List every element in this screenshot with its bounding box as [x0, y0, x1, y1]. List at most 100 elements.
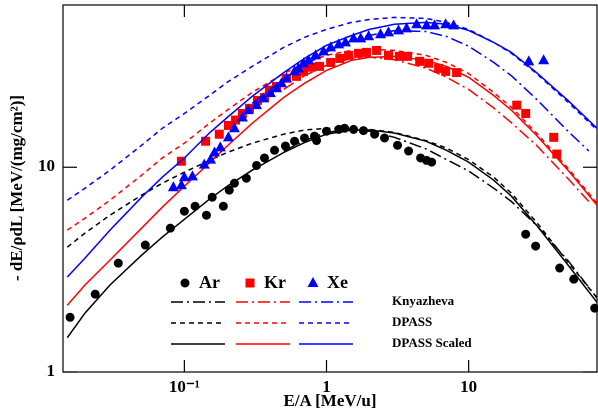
data-point — [270, 145, 280, 155]
data-point — [299, 133, 309, 143]
data-point — [175, 179, 187, 190]
data-point — [259, 153, 269, 163]
data-point — [190, 201, 200, 211]
data-point — [236, 111, 248, 122]
data-point — [302, 54, 314, 65]
data-point — [521, 229, 531, 239]
legend-model-label: Knyazheva — [392, 293, 455, 308]
data-point — [280, 141, 290, 151]
data-point — [186, 170, 198, 181]
data-point — [372, 45, 382, 55]
y-axis-label: - dE/ρdL [MeV/(mg/cm²)] — [7, 95, 26, 281]
data-point — [198, 158, 210, 169]
legend-marker — [180, 278, 190, 288]
data-point — [523, 55, 535, 66]
data-point — [241, 173, 251, 183]
data-point — [90, 289, 100, 299]
data-point — [354, 48, 364, 58]
data-point — [298, 57, 310, 68]
x-tick-label: 10⁻¹ — [169, 377, 200, 396]
data-point — [427, 157, 437, 167]
data-point — [383, 50, 393, 60]
legend-label: Xe — [327, 272, 348, 292]
data-point — [65, 312, 75, 322]
data-point — [392, 24, 404, 35]
data-point — [318, 45, 330, 56]
data-point — [257, 92, 269, 103]
data-point — [411, 18, 423, 29]
model-curve — [66, 21, 597, 278]
data-point — [440, 18, 452, 29]
data-point — [538, 54, 550, 65]
data-point — [424, 58, 434, 68]
data-point — [393, 140, 403, 150]
data-point — [429, 19, 441, 30]
data-point — [229, 178, 239, 188]
legend-marker — [245, 278, 255, 288]
data-point — [569, 274, 579, 284]
data-point — [340, 123, 350, 133]
legend-model-label: DPASS — [392, 314, 432, 329]
data-point — [224, 185, 234, 195]
data-point — [403, 51, 413, 61]
data-point — [201, 210, 211, 220]
legend-label: Kr — [264, 272, 286, 292]
data-point — [415, 56, 425, 66]
data-point — [382, 26, 394, 37]
data-point — [207, 192, 217, 202]
data-point — [223, 120, 233, 130]
data-point — [222, 131, 234, 142]
x-tick-label: 1 — [322, 377, 331, 396]
data-point — [179, 206, 189, 216]
data-point — [167, 181, 179, 192]
model-curve — [66, 55, 597, 306]
legend-label: Ar — [199, 272, 220, 292]
y-tick-label: 10 — [38, 156, 55, 175]
data-point — [275, 77, 287, 88]
model-curve — [66, 129, 597, 339]
data-point — [113, 258, 123, 268]
data-point — [312, 136, 322, 146]
data-point — [140, 240, 150, 250]
legend-marker — [307, 277, 319, 287]
data-point — [214, 141, 226, 152]
data-point — [404, 146, 414, 156]
data-point — [280, 72, 292, 83]
data-point — [434, 63, 444, 73]
data-point — [358, 126, 368, 136]
data-point — [448, 19, 460, 30]
data-point — [252, 160, 262, 170]
y-tick-label: 1 — [47, 361, 56, 380]
data-point — [310, 49, 322, 60]
data-point — [512, 100, 522, 110]
data-point — [315, 61, 325, 71]
data-point — [165, 223, 175, 233]
data-point — [228, 122, 240, 133]
data-point — [306, 62, 316, 72]
data-point — [291, 71, 301, 81]
x-tick-label: 10 — [460, 377, 477, 396]
data-point — [242, 104, 254, 115]
data-point — [325, 41, 337, 52]
data-point — [441, 66, 451, 76]
data-point — [349, 124, 359, 134]
data-point — [335, 53, 345, 63]
data-point — [292, 62, 304, 73]
data-point — [363, 30, 375, 41]
data-point — [531, 241, 541, 251]
data-point — [264, 87, 276, 98]
model-curve — [251, 29, 590, 152]
data-point — [299, 66, 309, 76]
data-point — [344, 50, 354, 60]
legend-model-label: DPASS Scaled — [392, 335, 472, 350]
data-point — [326, 57, 336, 67]
data-point — [394, 51, 404, 61]
model-curve — [66, 16, 597, 201]
data-point — [218, 201, 228, 211]
model-curve — [66, 48, 597, 231]
data-point — [521, 109, 531, 119]
data-point — [549, 132, 559, 142]
data-point — [231, 115, 241, 125]
data-point — [421, 19, 433, 30]
